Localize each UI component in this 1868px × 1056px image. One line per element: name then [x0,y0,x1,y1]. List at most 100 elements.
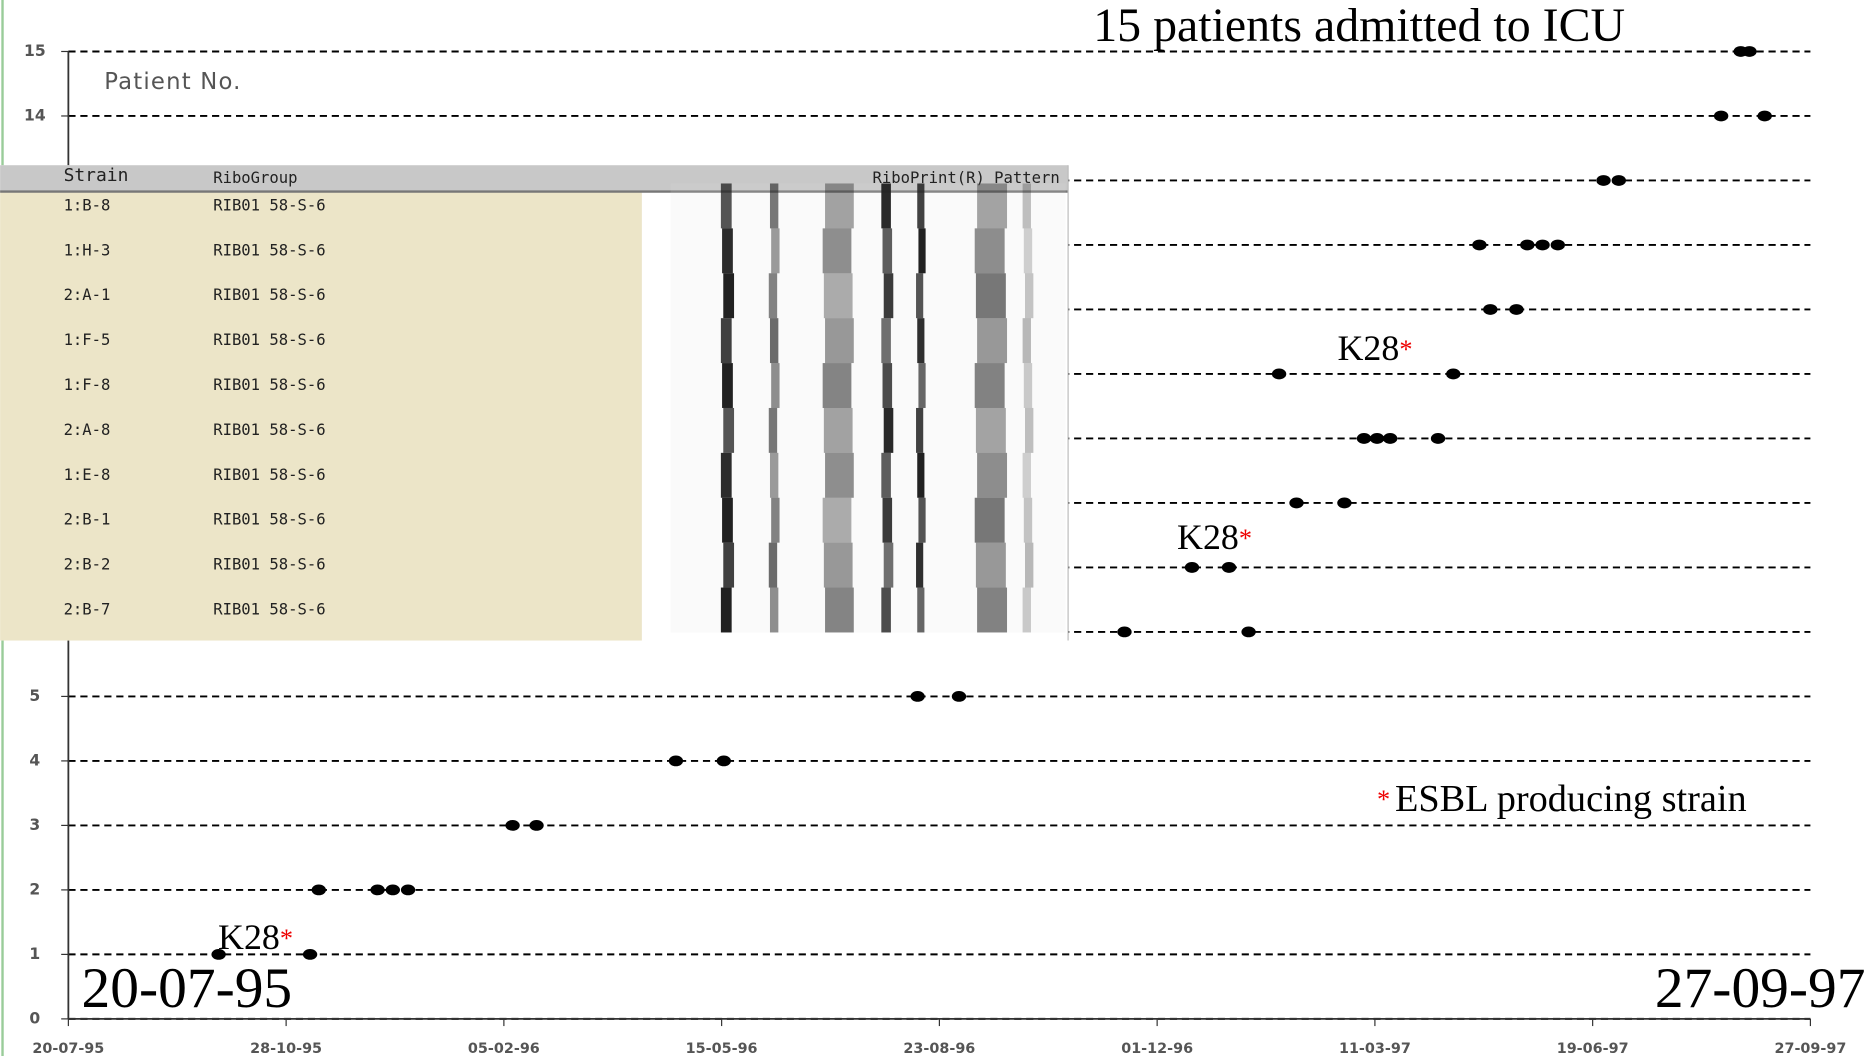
y-tick-label: 3 [29,816,40,834]
x-tick-label: 05-02-96 [468,1041,540,1056]
strain-cell: 1:B-8 [64,196,111,214]
x-tick-label: 11-03-97 [1339,1041,1411,1056]
point [401,885,415,896]
band-haze [671,273,1066,318]
band-haze [671,183,1066,228]
annotation-marker: * [280,924,293,953]
point [1185,562,1199,573]
point [1612,175,1626,186]
point [669,756,683,767]
range-label: 27-09-97 [1655,957,1866,1020]
point [1596,175,1610,186]
point [1472,240,1486,251]
strain-cell: 2:B-2 [64,556,111,574]
band-haze [671,408,1066,453]
band-haze [671,543,1066,588]
strain-cell: 1:F-5 [64,331,111,349]
header-cell: RiboGroup [213,169,297,187]
x-tick-label: 28-10-95 [250,1041,322,1056]
point [1742,46,1756,57]
point [1551,240,1565,251]
point [1370,433,1384,444]
ribogroup-cell: RIB01 58-S-6 [213,241,325,259]
x-tick-label: 23-08-96 [903,1041,975,1056]
y-tick-label: 2 [29,880,40,898]
annotation-marker: * [1399,335,1412,364]
point [1222,562,1236,573]
point [312,885,326,896]
band-haze [671,228,1066,273]
range-label: 20-07-95 [82,957,293,1020]
annotation-marker: * [1239,524,1252,553]
point [1714,111,1728,122]
point [1757,111,1771,122]
y-tick-label: 5 [29,687,40,705]
strain-cell: 2:B-1 [64,511,111,529]
ribogroup-cell: RIB01 58-S-6 [213,286,325,304]
point [1383,433,1397,444]
chart-title: 15 patients admitted to ICU [1093,0,1625,52]
ribogroup-cell: RIB01 58-S-6 [213,556,325,574]
band-haze [671,453,1066,498]
ribogroup-cell: RIB01 58-S-6 [213,421,325,439]
y-tick-label: 1 [29,945,40,963]
y-tick-label: 4 [29,751,40,769]
y-tick-label: 14 [24,106,46,124]
x-tick-label: 19-06-97 [1557,1041,1629,1056]
point [1272,369,1286,380]
point [1337,498,1351,509]
y-tick-label: 15 [24,42,46,60]
strain-cell: 1:H-3 [64,241,111,259]
strain-cell: 1:E-8 [64,466,111,484]
annotation: K28* [1177,517,1252,557]
strain-cell: 2:A-1 [64,286,111,304]
band-haze [671,363,1066,408]
point [1117,627,1131,638]
ribogroup-cell: RIB01 58-S-6 [213,466,325,484]
point [717,756,731,767]
point [1535,240,1549,251]
annotation: K28* [1337,328,1412,368]
point [505,820,519,831]
band-haze [671,318,1066,363]
ribogroup-cell: RIB01 58-S-6 [213,511,325,529]
annotation-text: K28 [1337,328,1399,368]
point [1483,304,1497,315]
strain-cell: 1:F-8 [64,376,111,394]
annotation-text: K28 [218,917,280,957]
ribogroup-cell: RIB01 58-S-6 [213,196,325,214]
chart: 012345678910111213141520-07-9528-10-9505… [0,0,1868,1056]
point [370,885,384,896]
ribogroup-cell: RIB01 58-S-6 [213,331,325,349]
ribogroup-cell: RIB01 58-S-6 [213,601,325,619]
y-axis-label: Patient No. [104,69,241,95]
legend-text: ESBL producing strain [1395,778,1747,820]
point [529,820,543,831]
header-cell: Strain [64,165,129,186]
band-haze [671,588,1066,633]
legend-marker: * [1377,785,1390,814]
band-haze [671,498,1066,543]
x-tick-label: 01-12-96 [1121,1041,1193,1056]
point [1289,498,1303,509]
point [1357,433,1371,444]
x-tick-label: 27-09-97 [1774,1041,1846,1056]
y-tick-label: 0 [29,1009,40,1027]
point [303,949,317,960]
legend: *ESBL producing strain [1377,778,1747,820]
point [1241,627,1255,638]
ribogroup-cell: RIB01 58-S-6 [213,376,325,394]
strain-cell: 2:A-8 [64,421,111,439]
x-tick-label: 20-07-95 [32,1041,104,1056]
point [1520,240,1534,251]
annotation: K28* [218,917,293,957]
table: Strain RiboGroup RiboPrint(R) Pattern 1:… [0,165,1068,641]
annotation-text: K28 [1177,517,1239,557]
point [1446,369,1460,380]
point [910,691,924,702]
point [386,885,400,896]
point [1431,433,1445,444]
point [1509,304,1523,315]
x-tick-label: 15-05-96 [686,1041,758,1056]
point [952,691,966,702]
